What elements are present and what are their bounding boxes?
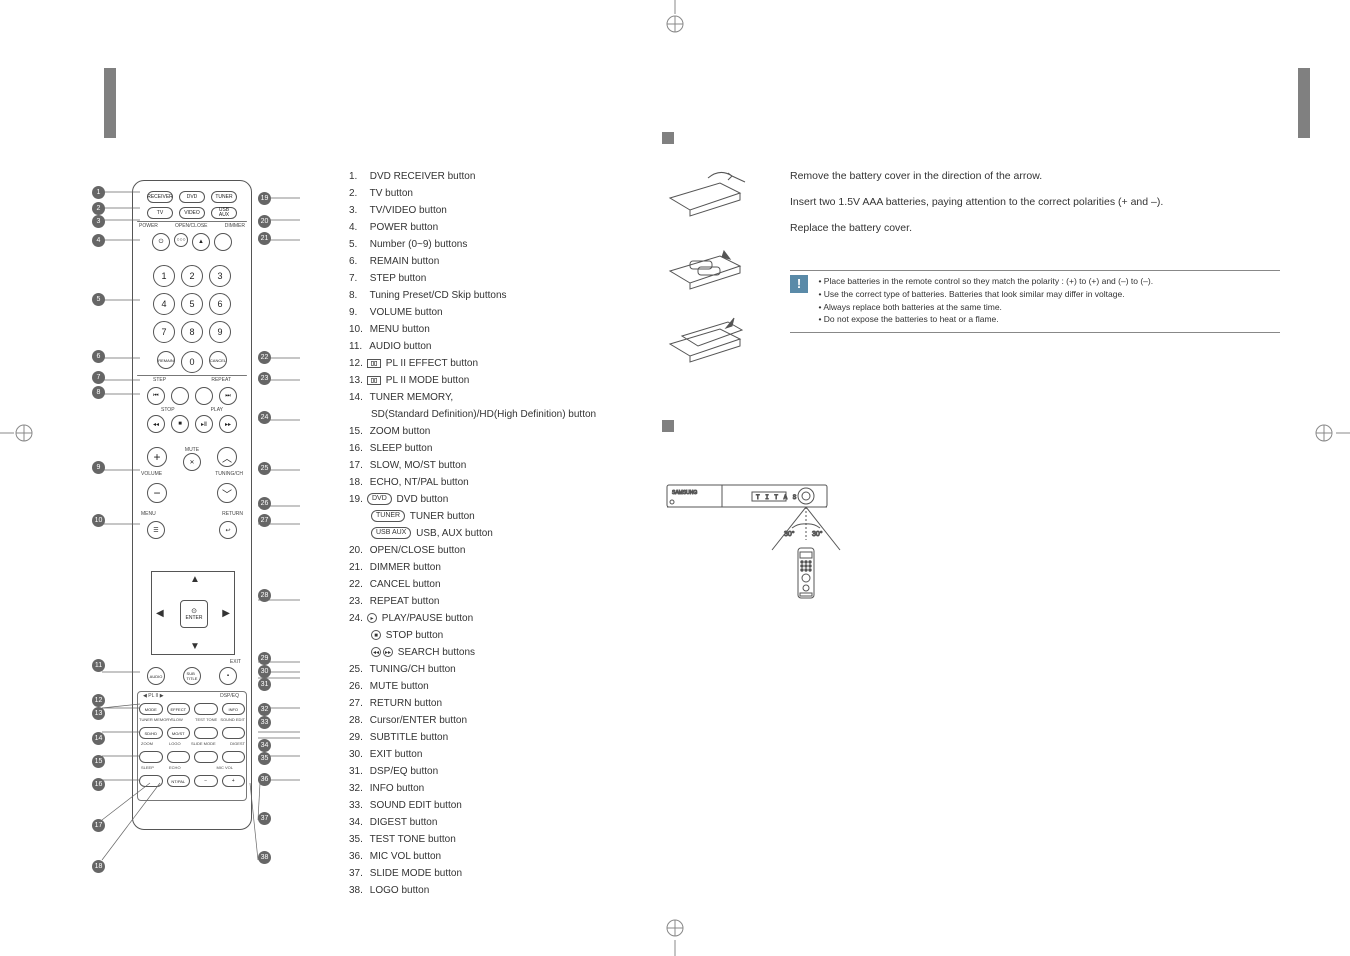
- device-brand: SAMSUNG: [672, 490, 697, 496]
- button-list-item: 10. MENU button: [349, 321, 649, 338]
- right-page: Remove the battery cover in the directio…: [680, 60, 1310, 890]
- button-list-item: 27. RETURN button: [349, 695, 649, 712]
- cropmark-right: [1312, 420, 1350, 446]
- button-list-item: 31. DSP/EQ button: [349, 763, 649, 780]
- right-header-tab: [1298, 68, 1310, 138]
- button-list-item: 5. Number (0~9) buttons: [349, 236, 649, 253]
- button-list-item: 25. TUNING/CH button: [349, 661, 649, 678]
- button-list-item: 3. TV/VIDEO button: [349, 202, 649, 219]
- button-list-item: 28. Cursor/ENTER button: [349, 712, 649, 729]
- button-list-item: 6. REMAIN button: [349, 253, 649, 270]
- battery-illustrations: [660, 168, 780, 387]
- button-list-item: USB AUX USB, AUX button: [349, 525, 649, 542]
- left-header-tab: [104, 68, 116, 138]
- button-list-item: TUNER TUNER button: [349, 508, 649, 525]
- remote-dvd: DVD: [179, 191, 205, 203]
- button-list-item: 29. SUBTITLE button: [349, 729, 649, 746]
- button-list: 1. DVD RECEIVER button2. TV button3. TV/…: [349, 168, 649, 899]
- button-list-item: 37. SLIDE MODE button: [349, 865, 649, 882]
- left-page: RECEIVER DVD TUNER TV VIDEO USBAUX POWER…: [62, 60, 662, 890]
- battery-instructions: Remove the battery cover in the directio…: [790, 168, 1280, 246]
- button-list-item: 8. Tuning Preset/CD Skip buttons: [349, 287, 649, 304]
- button-list-item: ■ STOP button: [349, 627, 649, 644]
- remote-open-btn: ▲: [192, 233, 210, 251]
- remote-power-btn: ⏻: [152, 233, 170, 251]
- button-list-item: 22. CANCEL button: [349, 576, 649, 593]
- button-list-item: 4. POWER button: [349, 219, 649, 236]
- remote-illustration: RECEIVER DVD TUNER TV VIDEO USBAUX POWER…: [90, 180, 310, 890]
- caution-icon: !: [790, 275, 808, 293]
- svg-text:30°: 30°: [784, 530, 795, 538]
- range-section: SAMSUNG T I T A S 30° 30°: [662, 420, 1282, 438]
- button-list-item: 34. DIGEST button: [349, 814, 649, 831]
- button-list-item: 16. SLEEP button: [349, 440, 649, 457]
- remote-enter-pad: ▲ ◀ ▶ ▼ ⊙ENTER: [151, 571, 235, 655]
- cropmark-bottom: [662, 916, 688, 956]
- button-list-item: 18. ECHO, NT/PAL button: [349, 474, 649, 491]
- button-list-item: 12.▯▯ PL II EFFECT button: [349, 355, 649, 372]
- button-list-item: 33. SOUND EDIT button: [349, 797, 649, 814]
- callouts-left: 1 2 3 4 5 6 7 8 9 10 11 12 13 14 15 16 1…: [92, 186, 106, 875]
- remote-remain: REMAIN: [157, 351, 175, 369]
- button-list-item: 20. OPEN/CLOSE button: [349, 542, 649, 559]
- cropmark-left: [0, 420, 38, 446]
- button-list-item: 1. DVD RECEIVER button: [349, 168, 649, 185]
- button-list-item: 17. SLOW, MO/ST button: [349, 457, 649, 474]
- remote-dimmer-label: DIMMER: [225, 223, 245, 229]
- button-list-item: 30. EXIT button: [349, 746, 649, 763]
- button-list-item: 19.DVD DVD button: [349, 491, 649, 508]
- remote-receiver: RECEIVER: [147, 191, 173, 203]
- button-list-item: 14. TUNER MEMORY,: [349, 389, 649, 406]
- button-list-item: ◂◂▸▸ SEARCH buttons: [349, 644, 649, 661]
- button-list-item: 2. TV button: [349, 185, 649, 202]
- button-list-item: 13.▯▯ PL II MODE button: [349, 372, 649, 389]
- button-list-item: 11. AUDIO button: [349, 338, 649, 355]
- svg-text:30°: 30°: [812, 530, 823, 538]
- remote-video: VIDEO: [179, 207, 205, 219]
- right-subheader-tab: [662, 132, 674, 144]
- button-list-item: 24.▸ PLAY/PAUSE button: [349, 610, 649, 627]
- button-list-item: 23. REPEAT button: [349, 593, 649, 610]
- button-list-item: SD(Standard Definition)/HD(High Definiti…: [349, 406, 649, 423]
- callouts-right: 19 20 21 22 23 24 25 26 27 28 29 30 31 3…: [258, 192, 272, 866]
- remote-tv: TV: [147, 207, 173, 219]
- cropmark-top: [662, 0, 688, 38]
- button-list-item: 32. INFO button: [349, 780, 649, 797]
- remote-power-label: POWER: [139, 223, 158, 229]
- button-list-item: 38. LOGO button: [349, 882, 649, 899]
- remote-dimmer-btn: [214, 233, 232, 251]
- button-list-item: 9. VOLUME button: [349, 304, 649, 321]
- remote-usbaux: USBAUX: [211, 207, 237, 219]
- remote-cancel: CANCEL: [209, 351, 227, 369]
- button-list-item: 7. STEP button: [349, 270, 649, 287]
- caution-box: ! Place batteries in the remote control …: [790, 270, 1280, 333]
- button-list-item: 35. TEST TONE button: [349, 831, 649, 848]
- remote-tuner: TUNER: [211, 191, 237, 203]
- button-list-item: 15. ZOOM button: [349, 423, 649, 440]
- button-list-item: 21. DIMMER button: [349, 559, 649, 576]
- button-list-item: 26. MUTE button: [349, 678, 649, 695]
- button-list-item: 36. MIC VOL button: [349, 848, 649, 865]
- remote-openclose-label: OPEN/CLOSE: [175, 223, 208, 229]
- svg-text:T I T A S: T I T A S: [756, 494, 797, 501]
